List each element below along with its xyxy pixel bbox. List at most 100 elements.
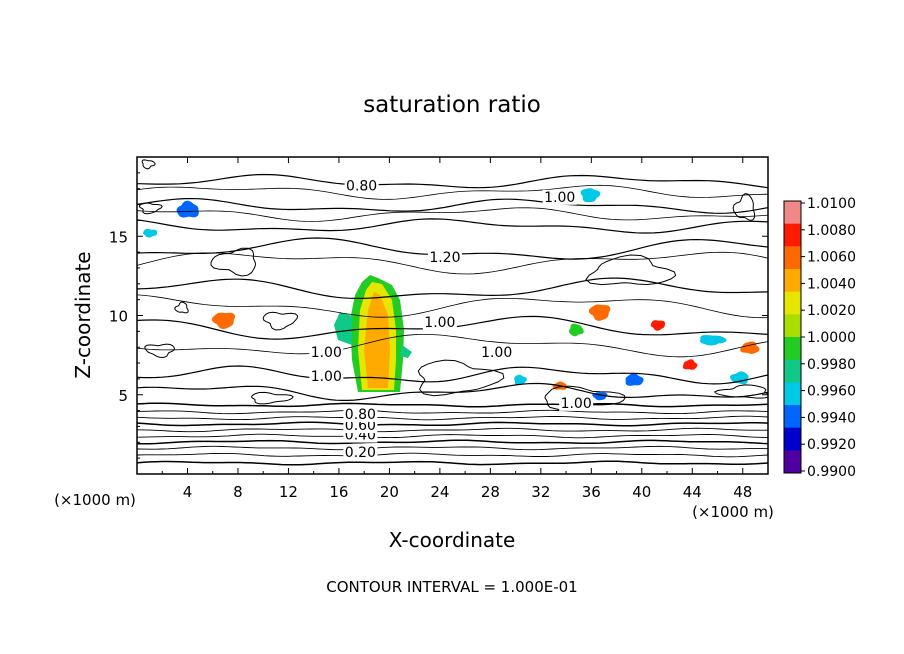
stable-layer-contour bbox=[137, 445, 768, 451]
upper-contour-line bbox=[137, 173, 768, 189]
colorbar-swatch bbox=[784, 291, 801, 315]
mid-contour-line bbox=[137, 294, 768, 319]
stable-layer-contour bbox=[137, 415, 768, 421]
saturation-patch bbox=[176, 200, 199, 218]
contour-value-label: 0.80 bbox=[346, 179, 377, 195]
colorbar-swatch bbox=[784, 405, 801, 429]
contour-value-label: 1.00 bbox=[481, 345, 512, 361]
colorbar-swatch bbox=[784, 450, 801, 474]
upper-contour-line bbox=[137, 207, 768, 222]
colorbar-tick-label: 1.0040 bbox=[807, 276, 856, 292]
stable-layer-contour bbox=[137, 452, 768, 458]
colorbar-tick-label: 0.9980 bbox=[807, 357, 856, 373]
stable-layer-contour bbox=[137, 460, 768, 466]
colorbar-tick-label: 0.9960 bbox=[807, 384, 856, 400]
lower-contour-line bbox=[137, 365, 768, 385]
contour-label-bg bbox=[309, 368, 344, 384]
y-tick-label: 10 bbox=[109, 308, 128, 326]
upper-contour-line bbox=[137, 218, 768, 234]
contour-label-bg bbox=[422, 315, 457, 331]
colorbar-swatch bbox=[784, 382, 801, 406]
contour-label-bg bbox=[344, 178, 379, 194]
cloud-fringe-left bbox=[334, 312, 352, 345]
x-axis-unit-left: (×1000 m) bbox=[54, 491, 136, 509]
contour-label-bg bbox=[309, 345, 344, 361]
x-tick-label: 12 bbox=[279, 483, 298, 501]
colorbar-tick-label: 1.0000 bbox=[807, 330, 856, 346]
contour-interval-note: CONTOUR INTERVAL = 1.000E-01 bbox=[326, 578, 577, 596]
colorbar-tick-label: 0.9940 bbox=[807, 410, 856, 426]
contour-label-bg bbox=[427, 250, 462, 266]
contour-value-label: 1.20 bbox=[429, 250, 460, 266]
upper-contour-line bbox=[137, 198, 768, 214]
y-tick-label: 5 bbox=[118, 387, 128, 405]
colorbar-tick-label: 1.0060 bbox=[807, 250, 856, 266]
contour-value-label: 1.00 bbox=[561, 396, 592, 412]
contour-value-label: 1.00 bbox=[544, 190, 575, 206]
closed-contour bbox=[732, 193, 756, 221]
x-tick-label: 44 bbox=[683, 483, 702, 501]
x-tick-label: 36 bbox=[582, 483, 601, 501]
contour-value-label: 1.00 bbox=[424, 315, 455, 331]
closed-contour bbox=[713, 384, 768, 399]
colorbar-swatch bbox=[784, 427, 801, 451]
saturation-patch bbox=[568, 323, 584, 337]
x-axis-label: X-coordinate bbox=[389, 528, 516, 552]
contour-labels: 0.200.400.600.800.801.001.201.001.001.00… bbox=[309, 178, 594, 461]
closed-contour bbox=[210, 247, 257, 277]
colorbar-tick-label: 1.0100 bbox=[807, 196, 856, 212]
stable-layer-contour bbox=[137, 427, 768, 433]
x-tick-label: 8 bbox=[233, 483, 243, 501]
mid-contour-line bbox=[137, 277, 768, 299]
saturation-fill-regions bbox=[143, 188, 760, 401]
colorbar-swatch bbox=[784, 359, 801, 383]
contour-value-label: 1.00 bbox=[311, 369, 342, 385]
colorbar-tick-label: 0.9920 bbox=[807, 437, 856, 453]
colorbar-swatch bbox=[784, 314, 801, 338]
cloud-fringe-right bbox=[400, 345, 412, 358]
colorbar-swatch bbox=[784, 223, 801, 247]
saturation-patch bbox=[580, 188, 601, 203]
saturation-patch bbox=[143, 228, 158, 238]
contour-label-bg bbox=[542, 189, 577, 205]
x-axis-ticks: 4 8 12 16 20 24 28 32 36 40 44 48 bbox=[161, 157, 752, 501]
contour-label-bg bbox=[479, 345, 514, 361]
closed-contour bbox=[141, 159, 156, 170]
x-tick-label: 48 bbox=[733, 483, 752, 501]
mid-contour-line bbox=[137, 251, 768, 275]
upper-contour-line bbox=[137, 184, 768, 200]
colorbar: 1.0100 1.0080 1.0060 1.0040 1.0020 1.0000 0.99… bbox=[783, 196, 856, 480]
x-tick-label: 4 bbox=[183, 483, 193, 501]
saturation-patch bbox=[650, 320, 666, 331]
x-tick-label: 16 bbox=[329, 483, 348, 501]
closed-contour bbox=[250, 391, 294, 405]
colorbar-swatch bbox=[784, 246, 801, 270]
colorbar-swatch bbox=[784, 337, 801, 361]
x-tick-label: 32 bbox=[531, 483, 550, 501]
stable-layer-contour bbox=[137, 439, 768, 445]
closed-contour bbox=[585, 254, 677, 286]
stable-layer-contour bbox=[137, 402, 768, 408]
chart-title: saturation ratio bbox=[363, 92, 541, 118]
x-axis-unit-right: (×1000 m) bbox=[692, 503, 774, 521]
stable-layer-contour bbox=[137, 409, 768, 415]
contour-value-label: 0.60 bbox=[345, 418, 376, 434]
mid-contour-line bbox=[137, 334, 768, 358]
stable-layer-contour bbox=[137, 433, 768, 439]
saturation-patch bbox=[625, 373, 644, 386]
contour-value-label: 1.00 bbox=[311, 345, 342, 361]
colorbar-swatch bbox=[784, 269, 801, 293]
stable-layer-contour bbox=[137, 421, 768, 427]
closed-contour bbox=[138, 202, 163, 215]
x-tick-label: 28 bbox=[481, 483, 500, 501]
y-axis-label: Z-coordinate bbox=[71, 251, 95, 378]
closed-contour bbox=[174, 301, 189, 314]
saturation-patch bbox=[682, 359, 698, 370]
contour-value-label: 0.20 bbox=[345, 445, 376, 461]
closed-contour bbox=[262, 311, 299, 331]
lower-contour-line bbox=[137, 382, 768, 401]
y-tick-label: 15 bbox=[109, 228, 128, 246]
closed-contour bbox=[544, 385, 626, 410]
contour-label-bg bbox=[343, 406, 378, 422]
